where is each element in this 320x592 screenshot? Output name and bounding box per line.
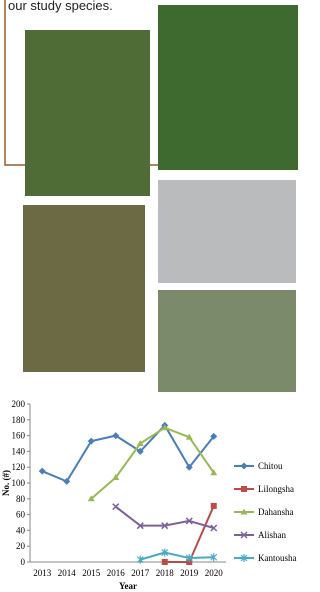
y-tick-label: 140 (12, 446, 26, 456)
page: our study species. 0 20 40 60 80 100 120 140 160… (0, 0, 298, 592)
chart: 0 20 40 60 80 100 120 140 160 180 200 2013 2014 2015 2… (1, 399, 297, 591)
y-tick-label: 60 (16, 510, 26, 520)
x-tick-label: 2013 (33, 568, 52, 578)
y-tick-label: 0 (21, 557, 26, 567)
x-tick-label: 2020 (205, 568, 224, 578)
legend-label: Kantousha (258, 553, 297, 563)
caption: our study species. (8, 0, 113, 13)
point (241, 486, 247, 492)
point (113, 504, 119, 510)
y-axis-label: No. (#) (1, 470, 11, 496)
y-tick-label: 200 (12, 399, 26, 409)
photo (158, 180, 296, 283)
legend-label: Alishan (258, 530, 286, 540)
point (241, 463, 248, 470)
photo (158, 290, 296, 392)
x-tick-label: 2014 (58, 568, 77, 578)
y-tick-label: 80 (16, 494, 26, 504)
y-tick-label: 40 (16, 525, 26, 535)
x-tick-label: 2015 (82, 568, 101, 578)
series-line (42, 425, 214, 481)
photo (23, 205, 145, 372)
y-tick-label: 160 (12, 431, 26, 441)
y-tick-label: 20 (16, 541, 26, 551)
y-tick-label: 180 (12, 415, 26, 425)
x-tick-label: 2016 (107, 568, 126, 578)
point (39, 468, 46, 475)
x-tick-label: 2019 (180, 568, 199, 578)
series-line (140, 553, 214, 560)
point (211, 503, 217, 509)
legend-label: Lilongsha (258, 484, 294, 494)
point (162, 559, 168, 565)
y-tick-label: 120 (12, 462, 26, 472)
legend-label: Chitou (258, 461, 283, 471)
x-axis-label: Year (119, 581, 137, 591)
photo (25, 30, 150, 196)
y-tick-label: 100 (12, 478, 26, 488)
page-canvas: our study species. 0 20 40 60 80 100 120 140 160… (0, 0, 298, 592)
photo (158, 5, 298, 170)
x-tick-label: 2017 (131, 568, 150, 578)
x-tick-label: 2018 (156, 568, 175, 578)
legend-label: Dahansha (258, 507, 294, 517)
